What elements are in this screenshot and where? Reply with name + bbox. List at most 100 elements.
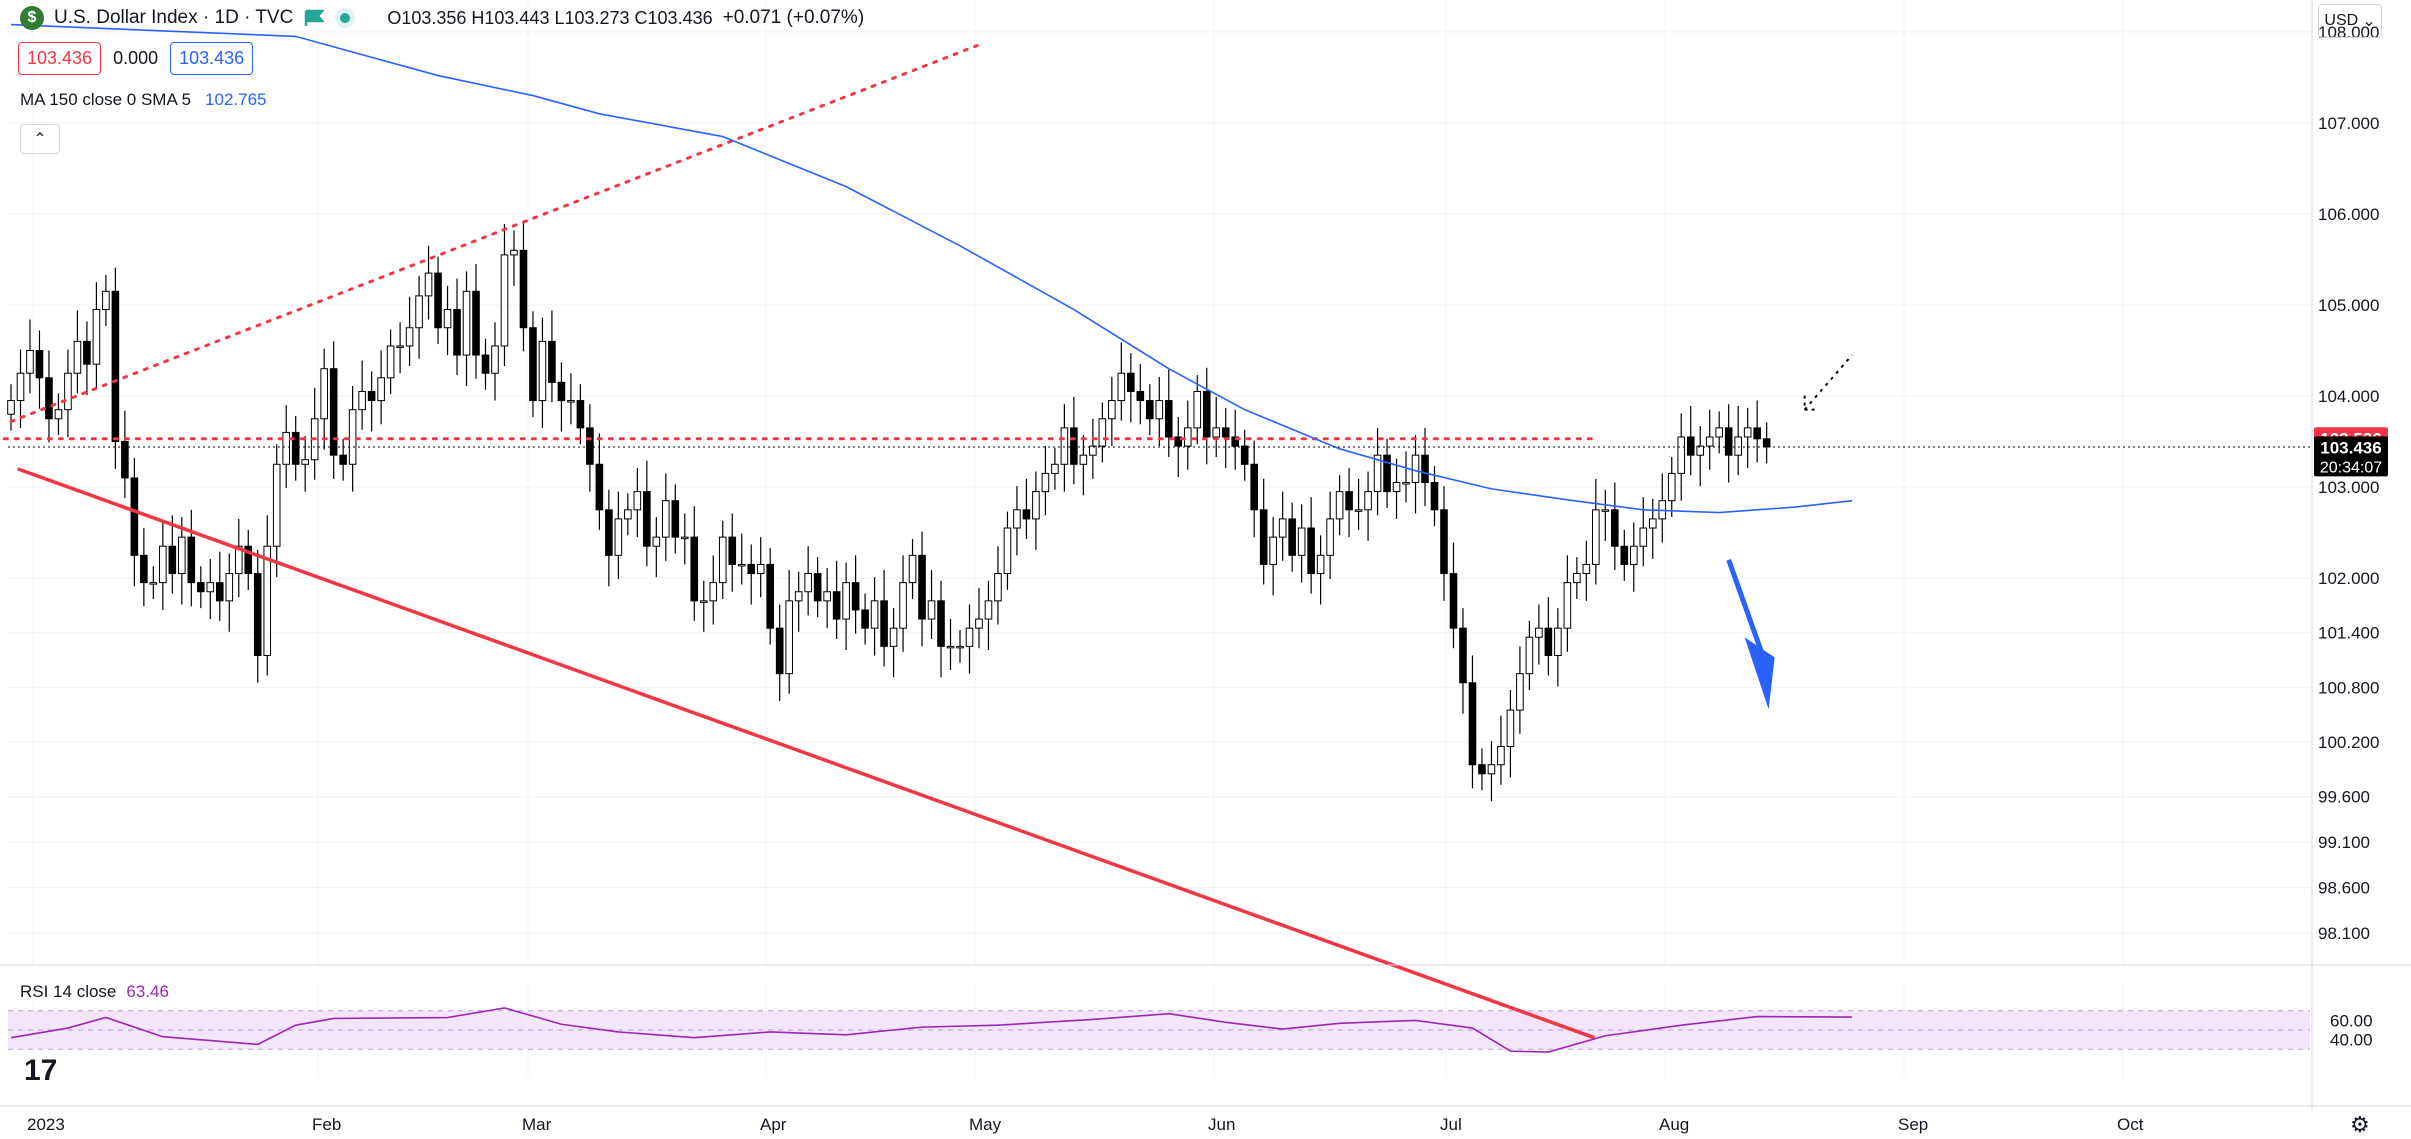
candle-body	[1544, 627, 1553, 656]
last-price-label-countdown: 20:34:07	[2320, 459, 2382, 476]
candle-body	[842, 582, 850, 620]
candle-body	[1013, 509, 1021, 529]
symbol-title[interactable]: U.S. Dollar Index · 1D · TVC	[54, 7, 294, 28]
candle-body	[1051, 463, 1059, 474]
collapse-legend-button[interactable]: ⌃	[20, 124, 60, 154]
candle-body	[643, 491, 651, 547]
candle-body	[92, 309, 101, 365]
candle-body	[1762, 438, 1771, 448]
ma-legend[interactable]: MA 150 close 0 SMA 5 102.765	[20, 90, 267, 110]
candle-body	[396, 345, 404, 348]
flag-icon[interactable]	[303, 9, 325, 27]
ma-legend-value: 102.765	[205, 90, 267, 109]
candle-body	[510, 249, 518, 256]
candle-body	[889, 627, 898, 647]
currency-select[interactable]: USD ⌄	[2318, 4, 2382, 38]
currency-label: USD	[2324, 12, 2359, 29]
candle-body	[386, 345, 395, 379]
candle-body	[187, 536, 196, 584]
time-tick-label: 2023	[27, 1115, 65, 1134]
candle-body	[329, 368, 338, 456]
candle-body	[747, 563, 756, 575]
candle-body	[291, 431, 300, 465]
candle-body	[102, 290, 110, 311]
annotations[interactable]	[1726, 354, 1853, 710]
buy-button[interactable]: 103.436	[170, 42, 254, 75]
time-tick-label: Jun	[1208, 1115, 1235, 1134]
candle-body	[927, 600, 936, 620]
candle-body	[1734, 436, 1742, 456]
tradingview-logo-icon[interactable]: 17	[24, 1054, 58, 1087]
candle-body	[1041, 472, 1050, 493]
candle-body	[548, 340, 556, 383]
candle-body	[1753, 427, 1761, 440]
time-tick-label: Oct	[2117, 1115, 2144, 1134]
candle-body	[832, 591, 841, 620]
candle-body	[45, 377, 53, 420]
last-price-label-bg	[2314, 436, 2388, 477]
candle-body	[813, 573, 822, 602]
candle-body	[1468, 682, 1477, 766]
candle-body	[1212, 427, 1221, 438]
candles	[7, 223, 1771, 802]
candle-body	[424, 272, 433, 297]
candle-body	[434, 272, 442, 329]
candle-body	[1146, 400, 1154, 420]
time-tick-label: Mar	[522, 1115, 552, 1134]
candle-body	[680, 536, 689, 540]
rsi-legend-value: 63.46	[126, 982, 169, 1001]
symbol-header: $ U.S. Dollar Index · 1D · TVC O103.356 …	[20, 6, 864, 30]
candle-body	[1535, 627, 1543, 638]
candle-body	[1108, 400, 1116, 420]
candle-body	[73, 340, 82, 374]
up-arrow-head	[1803, 395, 1819, 411]
candle-body	[671, 500, 680, 538]
candle-body	[443, 309, 452, 329]
candle-body	[1326, 518, 1334, 556]
price-tick-label: 98.100	[2318, 924, 2370, 943]
price-tick-label: 107.000	[2318, 114, 2379, 133]
price-tick-label: 106.000	[2318, 205, 2379, 224]
candle-body	[1724, 427, 1733, 456]
rsi-legend[interactable]: RSI 14 close 63.46	[20, 982, 169, 1002]
candle-body	[804, 573, 812, 593]
candle-body	[586, 427, 594, 465]
candle-body	[140, 554, 148, 584]
candle-body	[1240, 445, 1249, 465]
candle-body	[1032, 491, 1040, 520]
candle-body	[178, 536, 186, 575]
gear-icon[interactable]: ⚙	[2350, 1112, 2370, 1137]
trendlines[interactable]	[2, 44, 1597, 1040]
candle-body	[1611, 509, 1619, 547]
candle-body	[1060, 427, 1069, 465]
candle-body	[206, 582, 215, 593]
candle-body	[1127, 372, 1135, 392]
candle-body	[718, 536, 727, 584]
candle-body	[491, 345, 499, 374]
down-arrow-shaft	[1726, 559, 1766, 657]
candle-body	[1686, 436, 1695, 456]
candle-body	[1269, 536, 1277, 565]
candle-body	[756, 563, 765, 575]
candle-body	[728, 536, 737, 565]
candle-body	[1677, 436, 1686, 474]
candle-body	[699, 600, 708, 603]
candle-body	[785, 600, 793, 675]
candle-body	[1715, 427, 1724, 438]
candle-body	[358, 390, 366, 411]
market-status-icon[interactable]	[335, 8, 356, 28]
candle-body	[1430, 482, 1439, 511]
sell-button[interactable]: 103.436	[18, 42, 102, 75]
candle-body	[899, 582, 907, 629]
candle-body	[766, 563, 775, 629]
candle-body	[1174, 436, 1183, 447]
candle-body	[215, 582, 224, 602]
candle-body	[1098, 418, 1107, 447]
candle-body	[1573, 573, 1581, 584]
candle-body	[83, 340, 91, 365]
candle-body	[1221, 427, 1230, 438]
ma-legend-label: MA 150 close 0 SMA 5	[20, 90, 192, 109]
candle-body	[1070, 427, 1078, 465]
candle-body	[1193, 390, 1202, 429]
